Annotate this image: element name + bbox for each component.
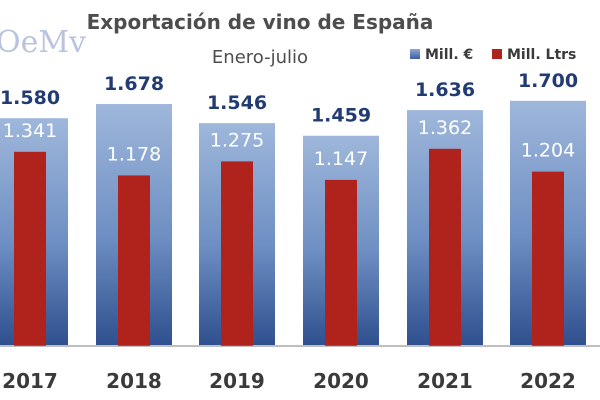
x-tick-2017: 2017 [2, 369, 58, 393]
legend-label-ltrs: Mill. Ltrs [507, 47, 576, 63]
plot-area: 1.580 1.341 2017 1.678 1.178 2018 1.546 1.275 20… [0, 70, 588, 393]
category-group-2019: 1.546 1.275 2019 [197, 92, 277, 393]
label-ltrs-2020: 1.147 [314, 148, 368, 170]
x-tick-2018: 2018 [106, 369, 162, 393]
bar-ltrs-2017 [14, 151, 46, 346]
category-group-2017: 1.580 1.341 2017 [0, 87, 70, 393]
legend-swatch-ltrs [492, 49, 502, 59]
label-eur-2022: 1.700 [518, 70, 578, 92]
bar-ltrs-2018 [118, 175, 150, 346]
label-eur-2019: 1.546 [207, 92, 267, 114]
x-tick-2019: 2019 [209, 369, 265, 393]
bar-ltrs-2019 [221, 161, 253, 346]
label-eur-2018: 1.678 [104, 73, 164, 95]
label-ltrs-2021: 1.362 [418, 117, 472, 139]
bar-ltrs-2022 [532, 171, 564, 346]
category-group-2022: 1.700 1.204 2022 [508, 70, 588, 393]
legend-label-eur: Mill. € [425, 47, 473, 63]
label-eur-2020: 1.459 [311, 105, 371, 127]
bar-ltrs-2020 [325, 179, 357, 346]
label-ltrs-2022: 1.204 [521, 140, 575, 162]
category-group-2020: 1.459 1.147 2020 [301, 105, 381, 393]
logo-watermark: OeMv [0, 25, 86, 60]
label-eur-2021: 1.636 [415, 79, 475, 101]
category-group-2021: 1.636 1.362 2021 [405, 79, 485, 393]
legend: Mill. € Mill. Ltrs [410, 47, 576, 63]
x-tick-2022: 2022 [520, 369, 576, 393]
label-ltrs-2018: 1.178 [107, 143, 161, 165]
chart-title: Exportación de vino de España [87, 10, 434, 34]
bar-ltrs-2021 [429, 148, 461, 346]
label-ltrs-2017: 1.341 [3, 120, 57, 142]
legend-swatch-eur [410, 49, 420, 59]
chart-subtitle: Enero-julio [212, 47, 308, 68]
category-group-2018: 1.678 1.178 2018 [94, 73, 174, 393]
label-eur-2017: 1.580 [0, 87, 60, 109]
label-ltrs-2019: 1.275 [210, 129, 264, 151]
x-tick-2020: 2020 [313, 369, 369, 393]
x-tick-2021: 2021 [417, 369, 473, 393]
